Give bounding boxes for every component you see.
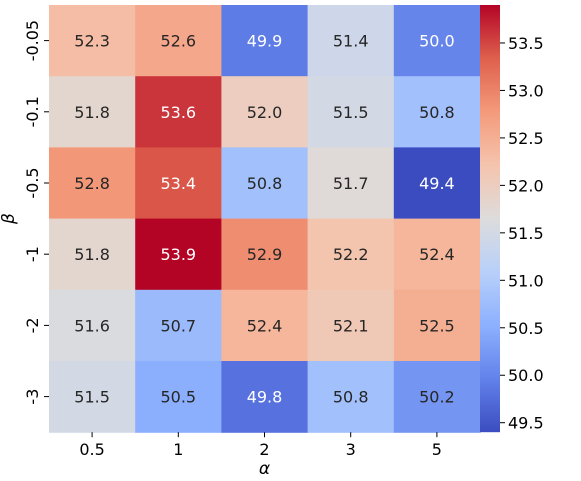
cell-value-label: 51.7	[333, 174, 369, 193]
heatmap-cell	[135, 76, 222, 148]
cell-value-label: 52.1	[333, 316, 369, 335]
heatmap-cell	[221, 5, 309, 77]
heatmap-cell	[307, 147, 395, 220]
heatmap-cell	[393, 218, 481, 291]
y-axis-ticks: -0.05 -0.1 -0.5 -1 -2 -3	[23, 20, 49, 405]
cell-value-label: 53.4	[160, 174, 196, 193]
y-tick-label: -0.05	[23, 20, 42, 61]
colorbar-tick-label: 50.0	[508, 366, 544, 385]
colorbar-tick-label: 50.5	[508, 319, 544, 338]
y-tick-label: -2	[23, 317, 42, 333]
colorbar-tick-label: 53.5	[508, 34, 544, 53]
heatmap-cell	[393, 289, 481, 362]
heatmap-cell	[221, 218, 309, 291]
cell-value-label: 51.8	[74, 103, 110, 122]
y-tick-label: -3	[23, 389, 42, 405]
heatmap-cell	[393, 361, 481, 433]
cell-value-label: 52.6	[160, 32, 196, 51]
x-tick-label: 1	[173, 440, 183, 459]
heatmap-cell	[221, 76, 309, 148]
y-axis-label: β	[0, 213, 19, 225]
heatmap-cell	[135, 147, 222, 220]
heatmap-cells	[49, 5, 481, 433]
heatmap-cell	[135, 361, 222, 433]
heatmap-cell	[221, 289, 309, 362]
cell-value-label: 49.8	[247, 388, 283, 407]
heatmap-cell	[221, 147, 309, 220]
cell-value-label: 51.5	[74, 388, 110, 407]
colorbar	[480, 5, 500, 433]
heatmap-cell	[49, 147, 136, 220]
cell-value-label: 49.4	[419, 174, 455, 193]
heatmap-cell	[49, 76, 136, 148]
cell-value-label: 52.5	[419, 316, 455, 335]
heatmap-cell	[135, 289, 222, 362]
y-tick-label: -0.1	[23, 96, 42, 127]
x-axis-label: α	[259, 459, 270, 479]
cell-value-label: 50.0	[419, 32, 455, 51]
y-tick-label: -0.5	[23, 167, 42, 198]
cell-value-label: 50.8	[333, 388, 369, 407]
heatmap-cell	[307, 5, 395, 77]
x-tick-label: 5	[432, 440, 442, 459]
cell-value-label: 53.6	[160, 103, 196, 122]
cell-value-label: 49.9	[247, 32, 283, 51]
cell-value-label: 51.5	[333, 103, 369, 122]
heatmap-cell	[307, 361, 395, 433]
cell-value-label: 51.8	[74, 245, 110, 264]
heatmap-cell	[135, 5, 222, 77]
colorbar-tick-label: 49.5	[508, 414, 544, 433]
x-tick-label: 2	[259, 440, 269, 459]
cell-value-label: 50.8	[419, 103, 455, 122]
cell-value-label: 52.8	[74, 174, 110, 193]
x-axis-ticks: 0.5 1 2 3 5	[79, 432, 442, 459]
cell-value-label: 52.4	[247, 316, 283, 335]
cell-value-label: 52.0	[247, 103, 283, 122]
heatmap-cell	[393, 5, 481, 77]
heatmap-cell	[49, 289, 136, 362]
cell-value-label: 51.4	[333, 32, 369, 51]
colorbar-tick-label: 52.0	[508, 176, 544, 195]
heatmap-cell-labels: 52.3 52.6 49.9 51.4 50.0 51.8 53.6 52.0 51.5 50.8…	[74, 32, 454, 407]
heatmap-cell	[49, 361, 136, 433]
heatmap-cell	[307, 218, 395, 291]
x-tick-label: 0.5	[79, 440, 104, 459]
cell-value-label: 50.5	[160, 388, 196, 407]
colorbar-tick-label: 51.5	[508, 224, 544, 243]
cell-value-label: 50.2	[419, 388, 455, 407]
cell-value-label: 50.8	[247, 174, 283, 193]
colorbar-tick-label: 53.0	[508, 81, 544, 100]
cell-value-label: 52.9	[247, 245, 283, 264]
heatmap-cell	[307, 76, 395, 148]
heatmap-cell	[49, 218, 136, 291]
colorbar-tick-label: 51.0	[508, 271, 544, 290]
cell-value-label: 52.3	[74, 32, 110, 51]
heatmap-cell	[49, 5, 136, 77]
heatmap-cell	[393, 147, 481, 220]
heatmap-cell	[393, 76, 481, 148]
heatmap-cell	[221, 361, 309, 433]
x-tick-label: 3	[346, 440, 356, 459]
y-tick-label: -1	[23, 246, 42, 262]
cell-value-label: 52.4	[419, 245, 455, 264]
cell-value-label: 53.9	[160, 245, 196, 264]
colorbar-tick-label: 52.5	[508, 129, 544, 148]
cell-value-label: 52.2	[333, 245, 369, 264]
colorbar-ticks: 49.5 50.0 50.5 51.0 51.5 52.0 52.5 53.0 53.5	[500, 34, 544, 433]
cell-value-label: 51.6	[74, 316, 110, 335]
cell-value-label: 50.7	[160, 316, 196, 335]
heatmap-cell	[135, 218, 222, 291]
heatmap-cell	[307, 289, 395, 362]
